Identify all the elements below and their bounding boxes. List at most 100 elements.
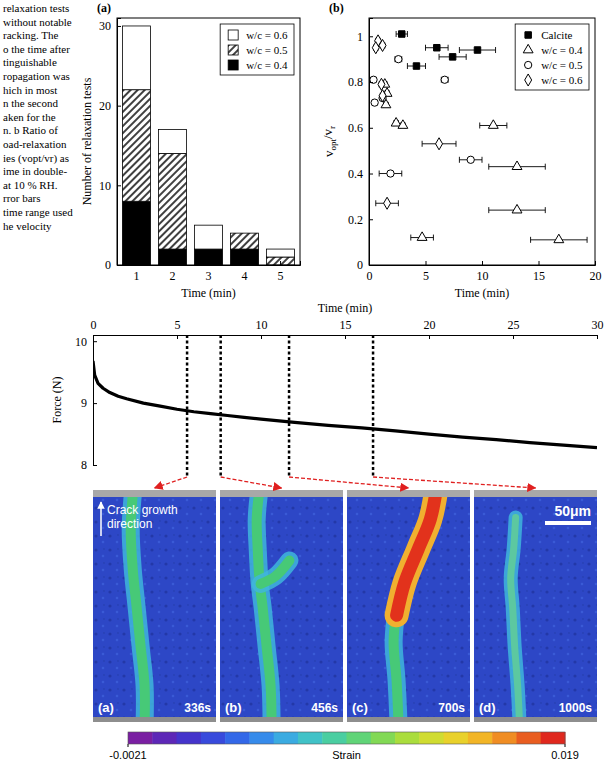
legend-label: w/c = 0.4	[246, 59, 288, 71]
panel-label: (d)	[479, 700, 496, 715]
tick-label: 30	[592, 318, 604, 332]
image-panel: (c)700s	[347, 490, 470, 725]
caption-line: aken for the	[3, 111, 56, 123]
x-axis-title: Time (min)	[318, 301, 373, 315]
snapshot-arrow	[373, 477, 535, 488]
annotation: Crack growthdirection	[107, 503, 178, 531]
tick-label: 0	[105, 258, 111, 272]
tick: 15	[340, 318, 352, 339]
colorbar: -0.00210.019Strain	[109, 732, 578, 761]
tick-mark	[93, 465, 97, 466]
tick-mark	[93, 341, 97, 342]
colorbar-step	[322, 732, 347, 744]
legend-item: w/c = 0.4	[228, 59, 288, 71]
legend-symbol	[525, 32, 531, 38]
error-bar-cap	[495, 47, 496, 53]
point	[379, 39, 386, 51]
tick-label: 10	[256, 318, 268, 332]
image-strip	[474, 490, 597, 497]
error-bar-cap	[410, 235, 411, 241]
tick-label: 10	[75, 335, 87, 349]
caption-line: rror bars	[3, 192, 41, 204]
image-panel: (b)456s	[220, 490, 343, 725]
crack-core	[397, 490, 437, 615]
panel-label: (a)	[97, 1, 111, 15]
tick-mark	[208, 261, 209, 265]
direction-arrow	[100, 502, 102, 536]
lines	[93, 361, 597, 448]
point	[434, 44, 440, 50]
caption-line: tinguishable	[3, 56, 57, 68]
legend-symbol	[523, 44, 533, 53]
bar	[266, 249, 294, 257]
image-background	[474, 490, 597, 722]
y-axis-title-subscript: opt	[328, 139, 338, 151]
tick: 30	[99, 19, 121, 33]
tick-mark	[482, 261, 483, 265]
image-background	[347, 490, 470, 722]
legend-item: Calcite	[525, 29, 573, 41]
tick: 10	[75, 335, 97, 349]
tick: 4	[242, 261, 248, 283]
panel-time: 336s	[184, 701, 211, 715]
panel-time: 456s	[311, 701, 338, 715]
tick-label: 0.4	[348, 167, 363, 181]
tick-label: 15	[340, 318, 352, 332]
tick: 0.6	[348, 121, 373, 135]
error-bar-cap	[587, 237, 588, 243]
legend: Calcitew/c = 0.4w/c = 0.5w/c = 0.6	[515, 24, 589, 90]
legend-label: w/c = 0.5	[541, 59, 583, 71]
tick-mark	[426, 261, 427, 265]
tick: 1	[133, 261, 139, 283]
chart-scatter: 00.20.40.60.8105101520vopt/vrTime (min)(…	[320, 1, 602, 300]
legend-symbol	[525, 74, 532, 86]
tick-label: 0	[91, 318, 97, 332]
tick-mark	[261, 335, 262, 339]
colorbar-step	[419, 732, 444, 744]
colorbar-step	[516, 732, 541, 744]
error-bar-cap	[379, 171, 380, 177]
point	[467, 156, 474, 163]
error-bar	[395, 56, 402, 62]
y-axis-title: Number of relaxation tests	[80, 77, 94, 205]
tick-label: 0	[357, 258, 363, 272]
tick: 15	[533, 261, 545, 283]
tick-mark	[117, 26, 121, 27]
colorbar-step	[347, 732, 372, 744]
bar	[122, 90, 150, 202]
caption-line: hich in most	[3, 84, 57, 96]
crack-core	[257, 496, 272, 722]
tick-label: 25	[508, 318, 520, 332]
legend-item: w/c = 0.6	[228, 29, 288, 41]
tick-label: 0.2	[348, 213, 363, 227]
error-bar-cap	[459, 47, 460, 53]
annotation-line: direction	[107, 517, 152, 531]
point	[371, 99, 378, 106]
image-background	[220, 490, 343, 722]
colorbar-title: Strain	[332, 749, 361, 761]
legend-box	[220, 24, 294, 75]
error-bar	[426, 45, 449, 51]
point	[488, 120, 498, 129]
point	[554, 234, 564, 243]
bar	[194, 249, 222, 265]
tick-mark	[369, 82, 373, 83]
colorbar-tick	[128, 744, 129, 747]
panel-label: (a)	[98, 700, 114, 715]
error-bar	[441, 77, 448, 83]
tick-mark	[93, 335, 94, 339]
error-bar	[396, 31, 407, 37]
tick: 3	[206, 261, 212, 283]
error-bar	[459, 157, 482, 163]
bar	[122, 201, 150, 265]
error-bar	[407, 63, 425, 69]
bars	[122, 26, 294, 265]
colorbar-frame	[128, 732, 565, 744]
tick-label: 10	[99, 179, 111, 193]
error-bar-cap	[407, 63, 408, 69]
image-background	[93, 490, 216, 722]
axis-line	[94, 336, 98, 466]
tick-label: 1	[357, 30, 363, 44]
tick-label: 15	[533, 269, 545, 283]
error-bar-cap	[425, 63, 426, 69]
